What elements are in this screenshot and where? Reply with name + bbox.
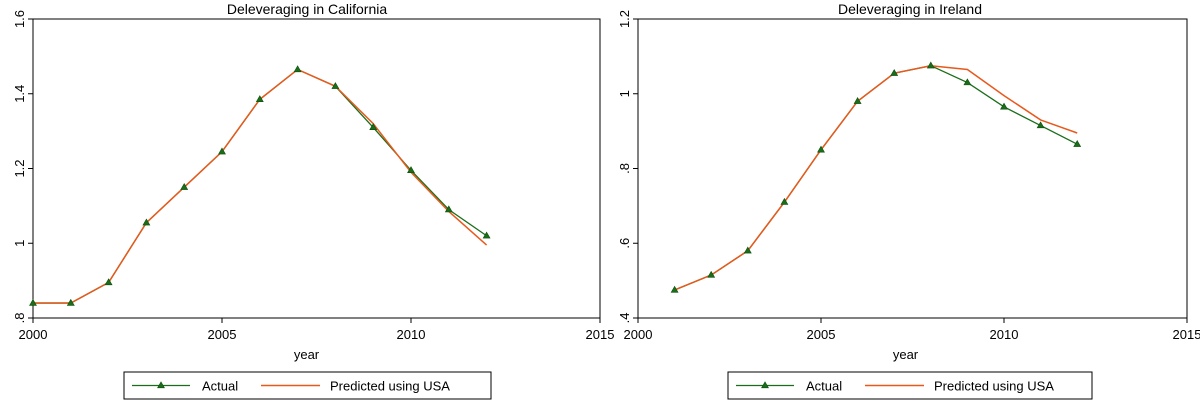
data-point-actual — [29, 298, 37, 306]
y-tick-label: 1.4 — [12, 85, 27, 103]
plot-area — [32, 18, 601, 319]
data-point-actual — [407, 166, 415, 174]
data-point-actual — [218, 147, 226, 155]
chart-panel-1: Deleveraging in California .8 1 1.2 1.4 1.6 20… — [12, 1, 615, 400]
y-tick-label: 1 — [12, 240, 27, 247]
x-tick-label: 2015 — [586, 327, 615, 342]
x-tick-label: 2010 — [990, 327, 1019, 342]
data-point-actual — [66, 298, 75, 306]
chart-title: Deleveraging in California — [227, 1, 388, 17]
series-line-predicted — [33, 68, 488, 304]
y-tick-label: 1.2 — [12, 159, 27, 177]
y-tick-label: 1 — [617, 90, 632, 97]
data-point-actual — [817, 145, 825, 153]
legend-label-actual: Actual — [202, 379, 238, 394]
x-tick-label: 2000 — [19, 327, 48, 342]
x-tick-label: 2005 — [807, 327, 836, 342]
chart-title: Deleveraging in Ireland — [838, 1, 982, 17]
y-tick-label: .6 — [617, 238, 632, 249]
data-point-actual — [369, 123, 378, 131]
chart-legend: Actual Predicted using USA — [123, 371, 492, 400]
series-line-actual — [33, 68, 487, 304]
legend-marker-actual — [157, 381, 165, 389]
series-line-actual — [674, 65, 1078, 291]
data-point-actual — [255, 95, 264, 102]
y-tick-label: 1.6 — [12, 10, 27, 28]
data-point-actual — [180, 182, 189, 190]
data-point-actual — [890, 68, 899, 76]
chart-legend: Actual Predicted using USA — [727, 371, 1093, 400]
data-point-actual — [780, 197, 789, 205]
data-point-actual — [743, 246, 752, 254]
x-tick-label: 2010 — [397, 327, 426, 342]
data-point-actual — [104, 278, 113, 286]
y-tick-label: 1.2 — [617, 10, 632, 28]
y-tick-label: .4 — [617, 313, 632, 324]
x-tick-label: 2000 — [624, 327, 653, 342]
series-line-predicted — [674, 64, 1078, 291]
x-axis-label: year — [893, 347, 919, 362]
data-point-actual — [670, 285, 679, 293]
x-axis-label: year — [294, 347, 320, 362]
data-point-actual — [926, 61, 935, 69]
legend-marker-actual — [761, 381, 769, 389]
data-point-actual — [707, 270, 716, 278]
data-point-actual — [1000, 102, 1008, 110]
y-tick-label: .8 — [12, 313, 27, 324]
y-tick-label: .8 — [617, 163, 632, 174]
data-point-actual — [853, 97, 862, 104]
data-point-actual — [1036, 121, 1045, 129]
legend-label-predicted: Predicted using USA — [934, 379, 1054, 394]
plot-area — [637, 18, 1188, 319]
data-point-actual — [293, 65, 302, 73]
chart-panel-2: Deleveraging in Ireland .4 .6 .8 1 1.2 2000 200… — [617, 1, 1200, 400]
data-point-actual — [1073, 140, 1082, 147]
data-point-actual — [444, 205, 453, 213]
data-point-actual — [963, 78, 972, 86]
legend-label-actual: Actual — [806, 379, 842, 394]
data-point-actual — [142, 218, 151, 226]
x-tick-label: 2005 — [208, 327, 237, 342]
data-point-actual — [482, 231, 491, 239]
legend-label-predicted: Predicted using USA — [330, 379, 450, 394]
data-point-actual — [331, 82, 340, 89]
x-tick-label: 2015 — [1173, 327, 1200, 342]
